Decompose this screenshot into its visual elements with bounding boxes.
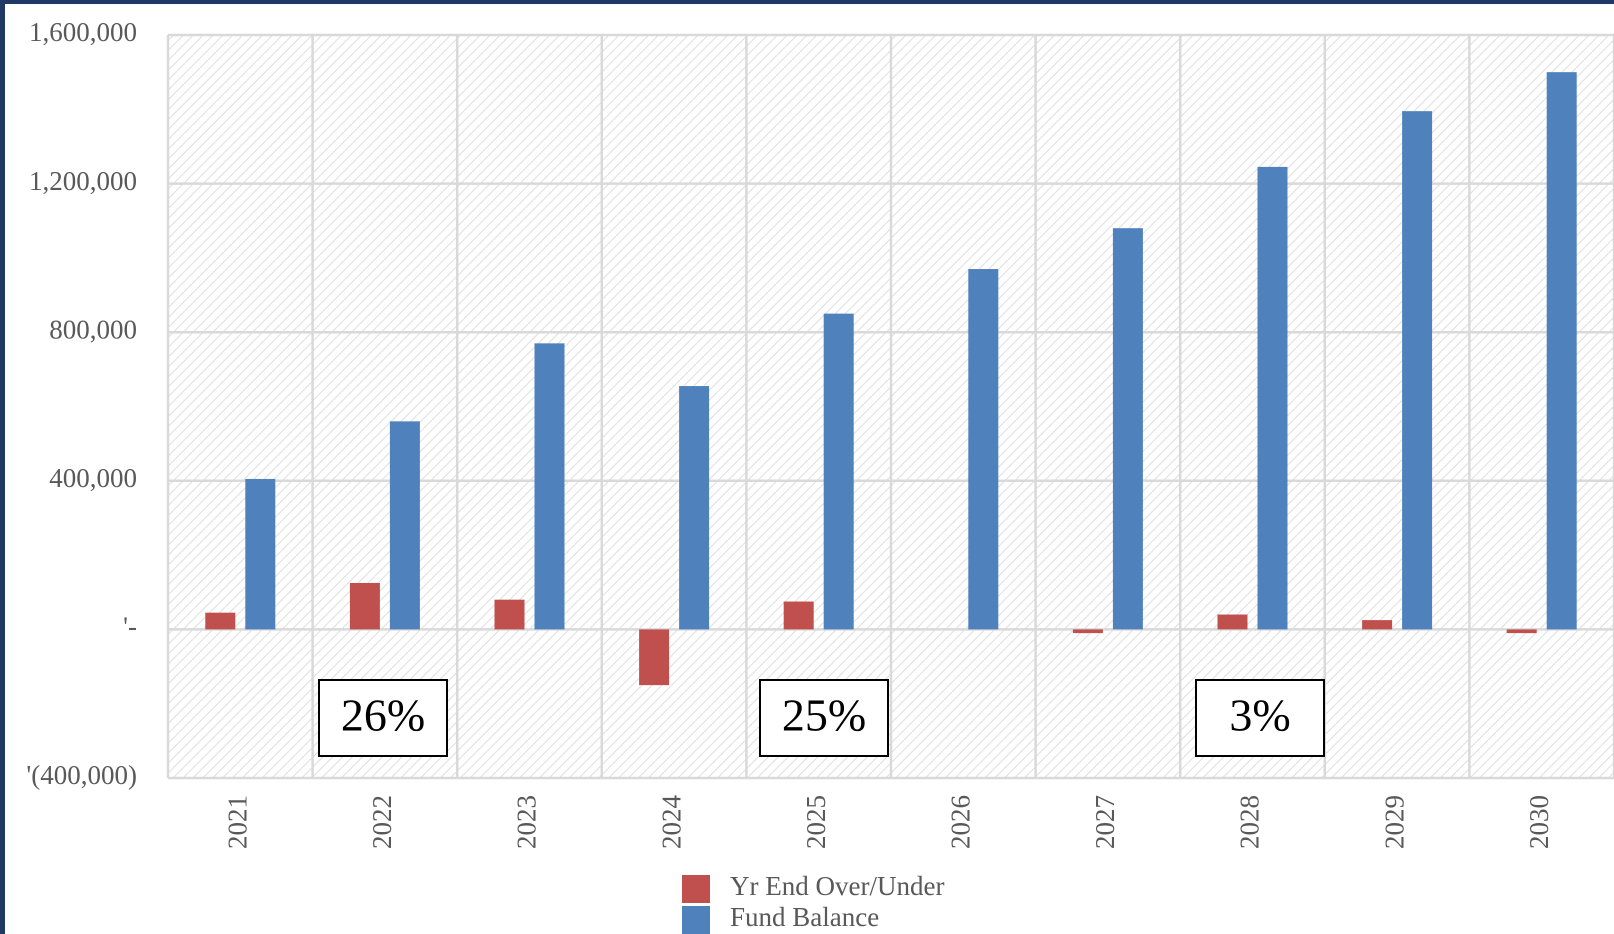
bar — [205, 612, 236, 630]
y-tick-label: 1,600,000 — [29, 17, 137, 47]
bar — [639, 629, 670, 686]
bar — [1257, 166, 1288, 630]
x-tick-label: 2024 — [656, 795, 686, 850]
x-tick-label: 2022 — [367, 795, 397, 849]
frame-top — [0, 0, 1614, 4]
y-tick-label: 400,000 — [49, 463, 137, 493]
bar — [1402, 111, 1433, 630]
legend-label: Yr End Over/Under — [730, 871, 944, 901]
bar — [823, 313, 854, 630]
bar — [1112, 228, 1143, 630]
bar — [1546, 72, 1577, 630]
annotation: 26% — [341, 690, 425, 741]
legend-label: Fund Balance — [730, 902, 879, 932]
x-tick-label: 2030 — [1524, 795, 1554, 849]
bar — [389, 421, 420, 630]
legend-swatch — [682, 875, 710, 903]
y-tick-label: 800,000 — [49, 314, 137, 344]
legend-swatch — [682, 906, 710, 934]
x-tick-label: 2023 — [512, 795, 542, 849]
x-tick-label: 2025 — [801, 795, 831, 849]
y-tick-label: 1,200,000 — [29, 166, 137, 196]
bar — [1217, 614, 1248, 630]
annotation-box — [759, 679, 889, 757]
bar — [783, 601, 814, 630]
bar — [968, 269, 999, 630]
bar — [534, 343, 565, 630]
y-tick-label: '(400,000) — [26, 760, 137, 790]
bar — [245, 478, 276, 630]
annotation: 3% — [1229, 690, 1290, 741]
bar — [1362, 620, 1393, 630]
x-tick-label: 2021 — [223, 795, 253, 849]
x-tick-label: 2028 — [1235, 795, 1265, 849]
bar — [1506, 629, 1537, 634]
x-tick-label: 2026 — [946, 795, 976, 849]
bar — [679, 386, 710, 630]
bar — [349, 582, 380, 630]
annotation-box — [1195, 679, 1325, 757]
annotation: 25% — [782, 690, 866, 741]
y-tick-label: '- — [123, 612, 137, 642]
annotation-box — [318, 679, 448, 757]
bar — [1072, 629, 1103, 634]
x-tick-label: 2029 — [1379, 795, 1409, 849]
bar — [494, 599, 525, 630]
frame-left — [0, 0, 5, 934]
x-tick-label: 2027 — [1090, 795, 1120, 849]
